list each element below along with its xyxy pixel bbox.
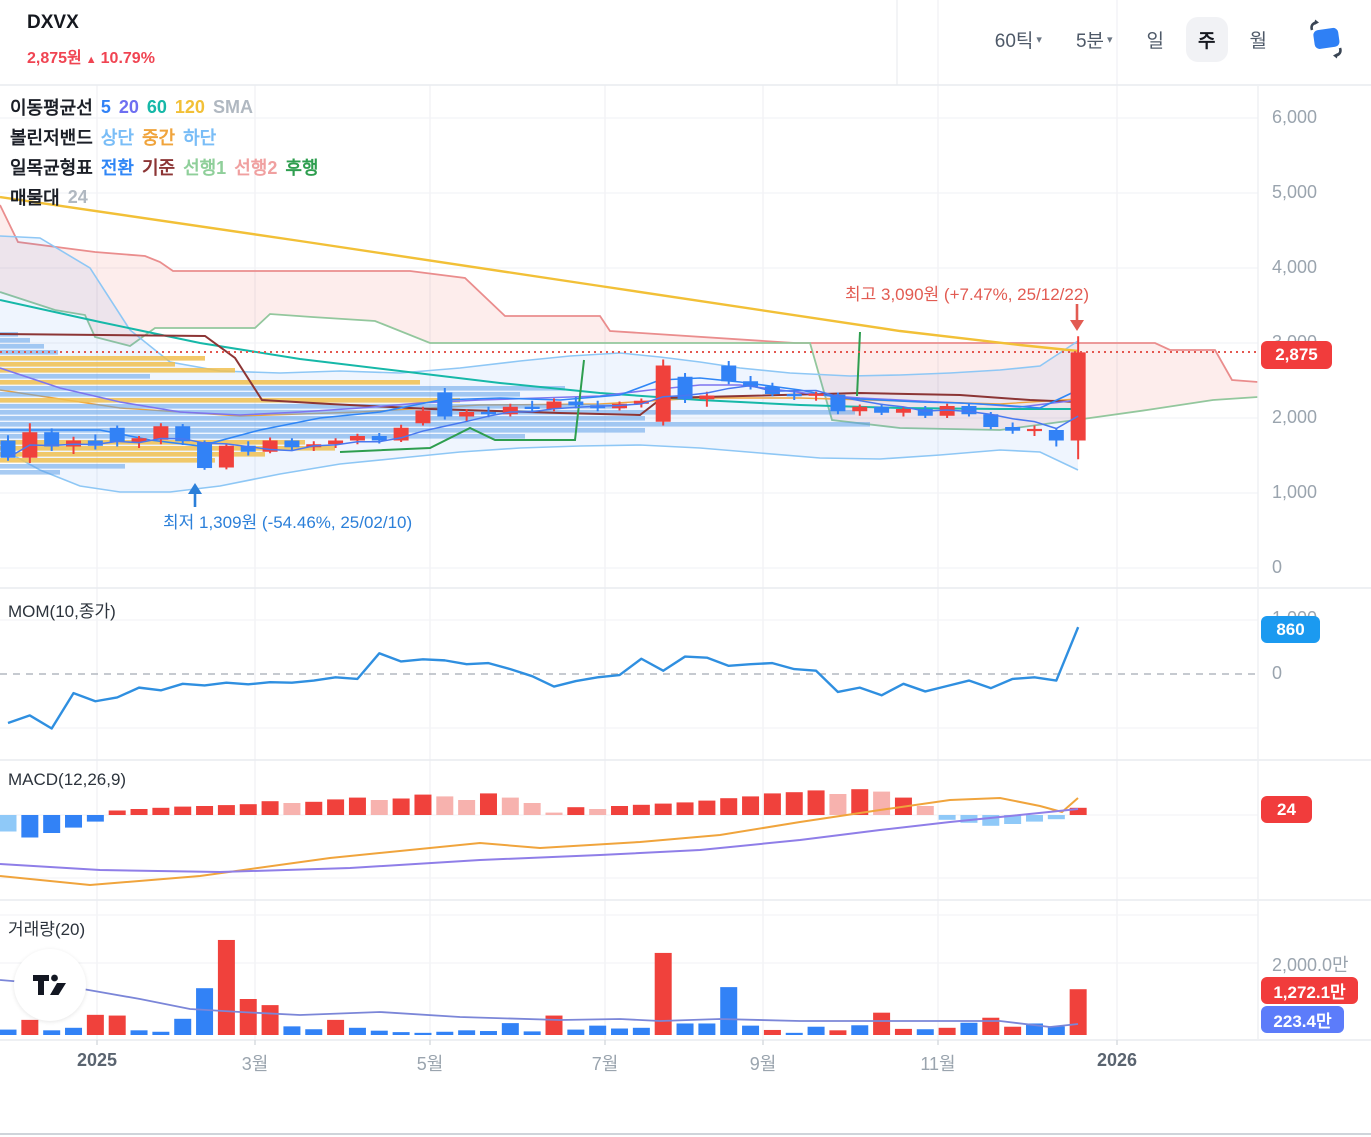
price-axis-tick: 1,000: [1272, 482, 1318, 502]
timeframe-button-일[interactable]: 일: [1146, 30, 1165, 52]
legend-term: 매물대: [10, 188, 60, 208]
high-annotation: 최고 3,090원 (+7.47%, 25/12/22): [845, 285, 1089, 304]
time-axis-tick: 3월: [241, 1054, 269, 1074]
time-axis-tick: 2026: [1096, 1050, 1138, 1070]
timeframe-button-60틱[interactable]: 60틱 ▾: [994, 30, 1042, 52]
up-triangle-icon: ▲: [85, 54, 97, 66]
stock-title: DXVX: [27, 12, 79, 33]
legend-term: 5: [100, 96, 111, 117]
volume-axis-label: 2,000.0만: [1272, 955, 1349, 975]
tradingview-glyph: [33, 974, 66, 995]
timeframe-buttons: 60틱 ▾ 5분 ▾ 일 주 월: [983, 16, 1279, 62]
legend-term: SMA: [212, 96, 253, 117]
legend-term: 120: [174, 96, 205, 117]
volume-ma-badge: 223.4만: [1261, 1006, 1344, 1033]
stock-price-row: 2,875원 ▲ 10.79%: [27, 44, 155, 68]
legend-term: 20: [118, 96, 139, 117]
legend-term: 60: [146, 96, 167, 117]
volume-value-badge: 1,272.1만: [1261, 977, 1358, 1004]
macd-panel-label: MACD(12,26,9): [8, 770, 127, 789]
caret-down-icon: ▾: [1107, 33, 1113, 46]
price-axis-tick: 0: [1272, 557, 1283, 577]
time-axis-tick: 5월: [416, 1054, 444, 1074]
legend-term: 후행: [285, 158, 319, 178]
price-axis-tick: 5,000: [1272, 182, 1318, 202]
mom-value-badge: 860: [1261, 616, 1320, 643]
volume-panel-label: 거래량(20): [8, 920, 86, 939]
legend-term: 24: [67, 186, 88, 207]
time-axis-tick: 9월: [749, 1054, 777, 1074]
legend-term: 중간: [141, 128, 176, 148]
time-axis-tick: 7월: [591, 1054, 619, 1074]
timeframe-button-주[interactable]: 주: [1186, 16, 1228, 62]
price-axis-tick: 6,000: [1272, 107, 1318, 127]
stock-price: 2,875원: [27, 50, 82, 67]
tradingview-logo: [14, 949, 86, 1021]
caret-down-icon: ▾: [1036, 33, 1042, 46]
legend-term: 기준: [141, 158, 176, 178]
time-axis-tick: 2025: [76, 1050, 118, 1070]
timeframe-button-월[interactable]: 월: [1249, 30, 1267, 52]
legend-term: 하단: [183, 128, 217, 148]
timeframe-button-5분[interactable]: 5분 ▾: [1075, 30, 1113, 52]
rotate-screen-icon[interactable]: [1303, 16, 1349, 62]
legend-row-bollinger: 볼린저밴드 상단 중간 하단: [10, 122, 318, 152]
timeframe-toolbar: 60틱 ▾ 5분 ▾ 일 주 월: [983, 16, 1349, 62]
macd-value-badge: 24: [1261, 796, 1312, 823]
legend-term: 선행2: [234, 158, 278, 178]
legend-term: 볼린저밴드: [10, 128, 93, 148]
stock-change-pct: 10.79%: [100, 50, 155, 67]
low-annotation: 최저 1,309원 (-54.46%, 25/02/10): [163, 513, 413, 532]
price-axis-tick: 4,000: [1272, 257, 1318, 277]
legend-row-ichimoku: 일목균형표 전환 기준 선행1 선행2 후행: [10, 152, 318, 182]
legend-term: 상단: [100, 128, 134, 148]
legend-term: 이동평균선: [10, 98, 93, 118]
legend-term: 선행1: [183, 158, 227, 178]
legend-term: 전환: [100, 158, 134, 178]
time-axis-tick: 11월: [920, 1054, 956, 1074]
current-price-badge: 2,875: [1261, 341, 1332, 369]
mom-panel-label: MOM(10,종가): [8, 602, 116, 621]
mom-axis-label-0: 0: [1272, 663, 1283, 683]
legend-term: 일목균형표: [10, 158, 93, 178]
price-axis-tick: 2,000: [1272, 407, 1318, 427]
legend-row-moving-average: 이동평균선 5 20 60 120 SMA: [10, 92, 318, 122]
legend-row-volume-profile: 매물대 24: [10, 182, 318, 212]
